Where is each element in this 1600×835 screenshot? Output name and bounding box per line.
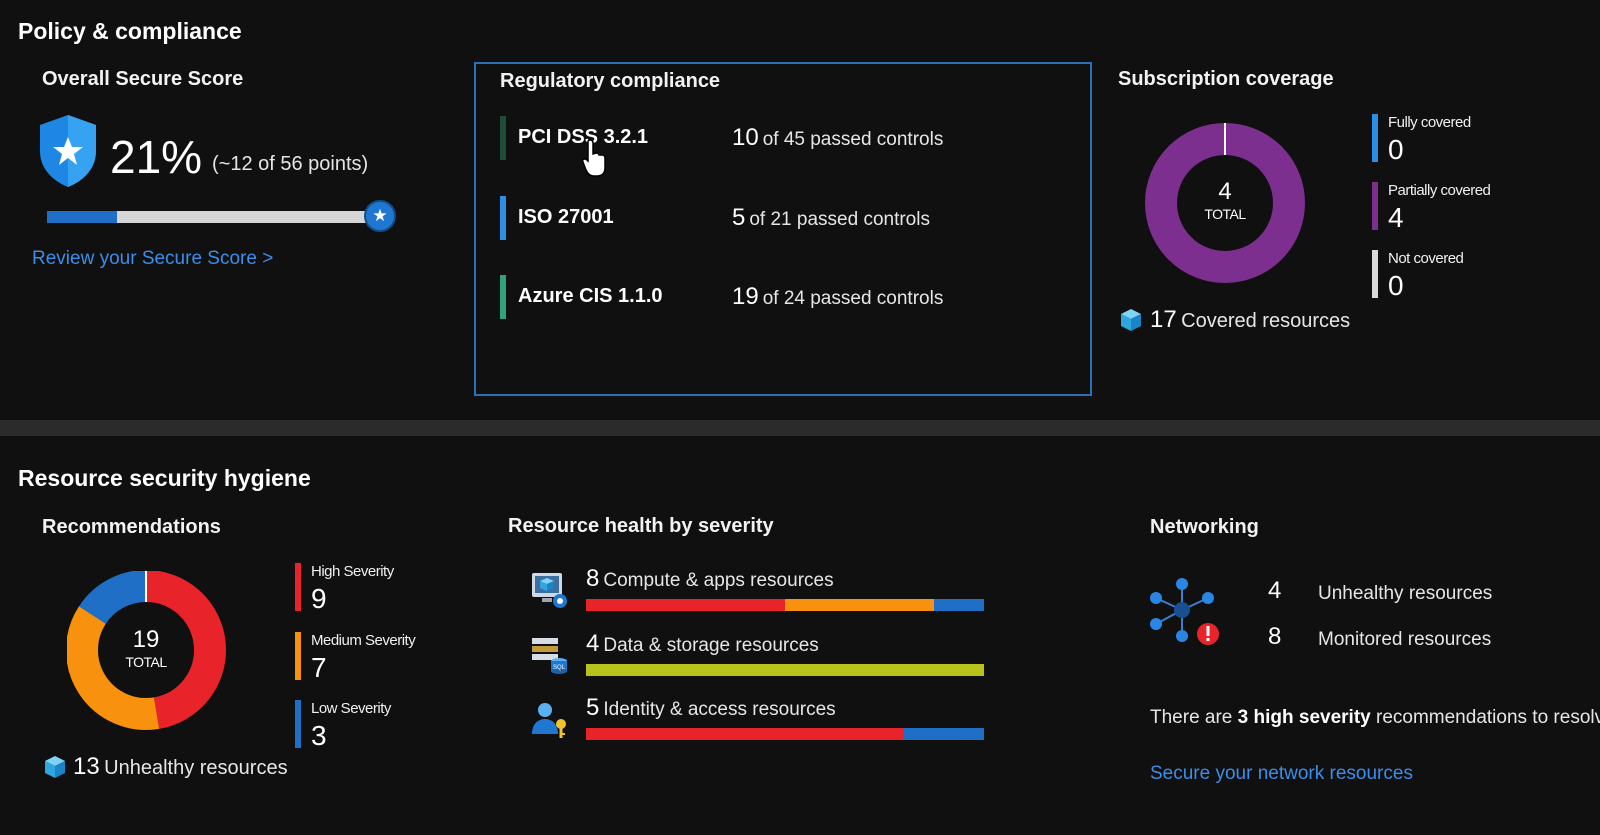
health-row-data[interactable]: SQL 4 Data & storage resources	[530, 630, 990, 690]
identity-key-icon	[532, 703, 566, 738]
svg-text:SQL: SQL	[553, 665, 566, 671]
reg-accent	[500, 116, 506, 160]
legend-label: Not covered	[1388, 250, 1464, 267]
donut-slice-low-severity[interactable]	[79, 571, 147, 625]
secure-score-bar-fill	[47, 211, 118, 223]
reg-stat: 10 of 45 passed controls	[732, 124, 944, 151]
donut-slice-medium-severity[interactable]	[67, 606, 160, 730]
health-row-label: 5 Identity & access resources	[586, 694, 836, 721]
reg-accent	[500, 196, 506, 240]
secure-score-title: Overall Secure Score	[42, 68, 244, 90]
legend-bar	[295, 632, 301, 680]
legend-label: Low Severity	[311, 700, 391, 717]
hand-cursor-icon	[582, 139, 606, 177]
network-icon	[1150, 578, 1219, 645]
unhealthy-resources[interactable]: 13 Unhealthy resources	[73, 753, 288, 780]
networking-monitored-count: 8	[1268, 623, 1282, 650]
reg-name: ISO 27001	[518, 206, 614, 228]
donut-slice-high-severity[interactable]	[145, 571, 226, 729]
subscription-total-label: TOTAL	[1204, 206, 1246, 222]
legend-bar	[1372, 114, 1378, 162]
shield-icon	[40, 115, 96, 187]
subscription-title: Subscription coverage	[1118, 68, 1334, 90]
recommendations-donut[interactable]: 19 TOTAL	[67, 571, 227, 731]
recommendations-total: 19	[133, 626, 160, 653]
health-row-label: 4 Data & storage resources	[586, 630, 819, 657]
reg-item-pci[interactable]: PCI DSS 3.2.1 10 of 45 passed controls	[500, 116, 1070, 160]
reg-name: Azure CIS 1.1.0	[518, 285, 663, 307]
legend-label: Fully covered	[1388, 114, 1471, 131]
networking-monitored-label: Monitored resources	[1318, 629, 1492, 650]
legend-value: 0	[1388, 270, 1404, 301]
legend-label: Partially covered	[1388, 182, 1491, 199]
legend-bar	[1372, 250, 1378, 298]
health-bar-segment	[904, 728, 984, 740]
networking-note: There are 3 high severity recommendation…	[1150, 707, 1600, 728]
networking-unhealthy-label: Unhealthy resources	[1318, 583, 1493, 604]
health-row-compute[interactable]: 8 Compute & apps resources	[530, 565, 990, 625]
legend-bar	[295, 563, 301, 611]
secure-score-points: (~12 of 56 points)	[212, 153, 369, 175]
section-divider	[0, 420, 1600, 436]
health-bar-segment	[934, 599, 984, 611]
reg-name: PCI DSS 3.2.1	[518, 126, 649, 148]
health-row-bar	[586, 599, 984, 611]
reg-item-cis[interactable]: Azure CIS 1.1.0 19 of 24 passed controls	[500, 275, 1070, 319]
cube-icon	[45, 756, 65, 778]
reg-stat: 5 of 21 passed controls	[732, 204, 930, 231]
legend-value: 4	[1388, 202, 1404, 233]
legend-bar	[295, 700, 301, 748]
legend-label: High Severity	[311, 563, 394, 580]
networking-unhealthy-count: 4	[1268, 577, 1282, 604]
legend-label: Medium Severity	[311, 632, 416, 649]
regulatory-title: Regulatory compliance	[500, 70, 721, 92]
secure-score-percent: 21%	[110, 131, 203, 183]
health-bar-segment	[785, 599, 935, 611]
health-row-bar	[586, 728, 984, 740]
recommendations-total-label: TOTAL	[125, 654, 167, 670]
health-bar-segment	[586, 728, 905, 740]
health-bar-segment	[586, 664, 984, 676]
reg-item-iso[interactable]: ISO 27001 5 of 21 passed controls	[500, 196, 1070, 240]
reg-accent	[500, 275, 506, 319]
legend-bar	[1372, 182, 1378, 230]
legend-value: 0	[1388, 134, 1404, 165]
legend-value: 9	[311, 583, 327, 614]
compute-icon	[532, 573, 567, 608]
subscription-total: 4	[1218, 178, 1231, 205]
covered-resources[interactable]: 17 Covered resources	[1150, 306, 1351, 333]
resource-health-title: Resource health by severity	[508, 515, 774, 537]
health-row-bar	[586, 664, 984, 676]
subscription-coverage-donut: 4 TOTAL	[1145, 123, 1305, 283]
health-row-label: 8 Compute & apps resources	[586, 565, 834, 592]
secure-network-link[interactable]: Secure your network resources	[1150, 763, 1413, 784]
hygiene-section-title: Resource security hygiene	[18, 465, 311, 491]
legend-value: 3	[311, 720, 327, 751]
recommendations-title: Recommendations	[42, 516, 221, 538]
health-bar-segment	[586, 599, 785, 611]
networking-title: Networking	[1150, 516, 1259, 538]
cube-icon	[1121, 309, 1141, 331]
reg-stat: 19 of 24 passed controls	[732, 283, 944, 310]
legend-value: 7	[311, 652, 327, 683]
policy-section-title: Policy & compliance	[18, 18, 242, 44]
secure-score-bar	[47, 211, 381, 223]
star-icon: ★	[364, 200, 396, 232]
regulatory-compliance-card[interactable]: Regulatory compliance PCI DSS 3.2.1 10 of…	[474, 62, 1092, 396]
health-row-identity[interactable]: 5 Identity & access resources	[530, 694, 990, 754]
storage-sql-icon: SQL	[532, 638, 567, 674]
review-secure-score-link[interactable]: Review your Secure Score >	[32, 248, 274, 269]
